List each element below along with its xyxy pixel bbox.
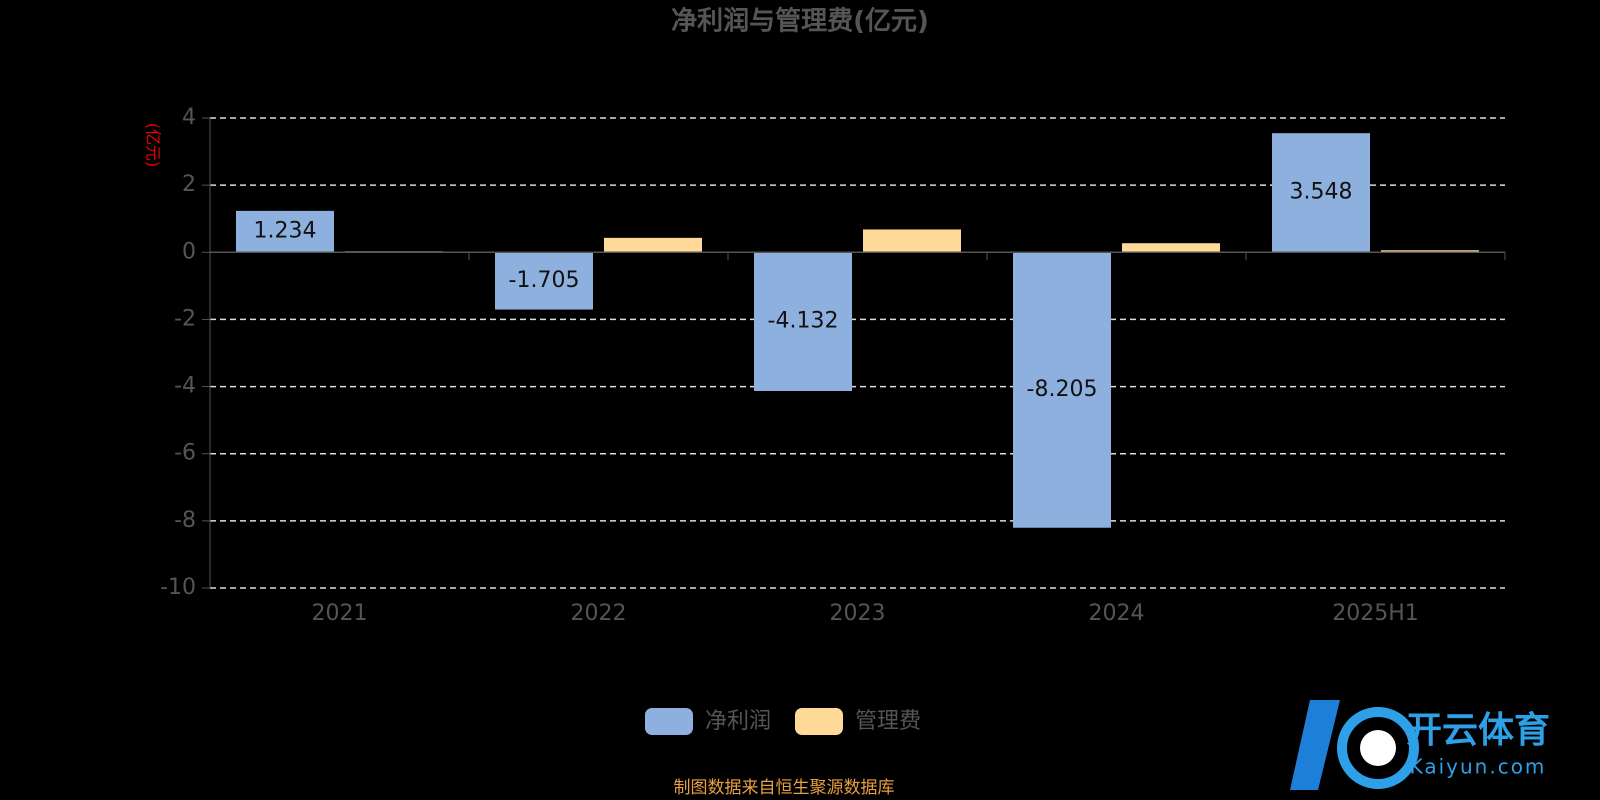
bar [604,237,702,253]
y-axis-label: (亿元) [144,123,163,168]
y-tick-label: 2 [182,172,196,197]
x-tick-label: 2024 [1089,601,1145,626]
y-tick-label: -4 [174,374,196,399]
bar [754,252,852,392]
watermark-site: Kaiyun.com [1410,755,1547,779]
bar [236,210,334,253]
source-note: 制图数据来自恒生聚源数据库 [674,778,895,798]
bar [1272,133,1370,253]
x-tick-label: 2023 [830,601,886,626]
data-label: -8.205 [1027,377,1098,402]
bar [1122,243,1220,253]
y-tick-label: -10 [160,575,196,600]
watermark-name: 开云体育 [1406,710,1550,751]
legend-label: 管理费 [855,709,921,734]
data-label: 3.548 [1290,180,1353,205]
bar [1381,250,1479,253]
legend-swatch [795,708,843,735]
bar [1013,252,1111,528]
y-tick-label: 4 [182,105,196,130]
legend-swatch [645,708,693,735]
watermark-logo [1290,700,1419,790]
y-tick-label: -2 [174,306,196,331]
data-label: -1.705 [509,268,580,293]
y-tick-label: 0 [182,239,196,264]
data-label: -4.132 [768,309,839,334]
y-tick-label: -6 [174,441,196,466]
legend-label: 净利润 [705,709,771,734]
bar [863,229,961,253]
data-label: 1.234 [254,219,317,244]
bar [495,252,593,310]
x-tick-label: 2025H1 [1332,601,1419,626]
x-tick-label: 2021 [312,601,368,626]
chart-title: 净利润与管理费(亿元) [671,6,929,37]
x-tick-label: 2022 [571,601,627,626]
y-tick-label: -8 [174,508,196,533]
